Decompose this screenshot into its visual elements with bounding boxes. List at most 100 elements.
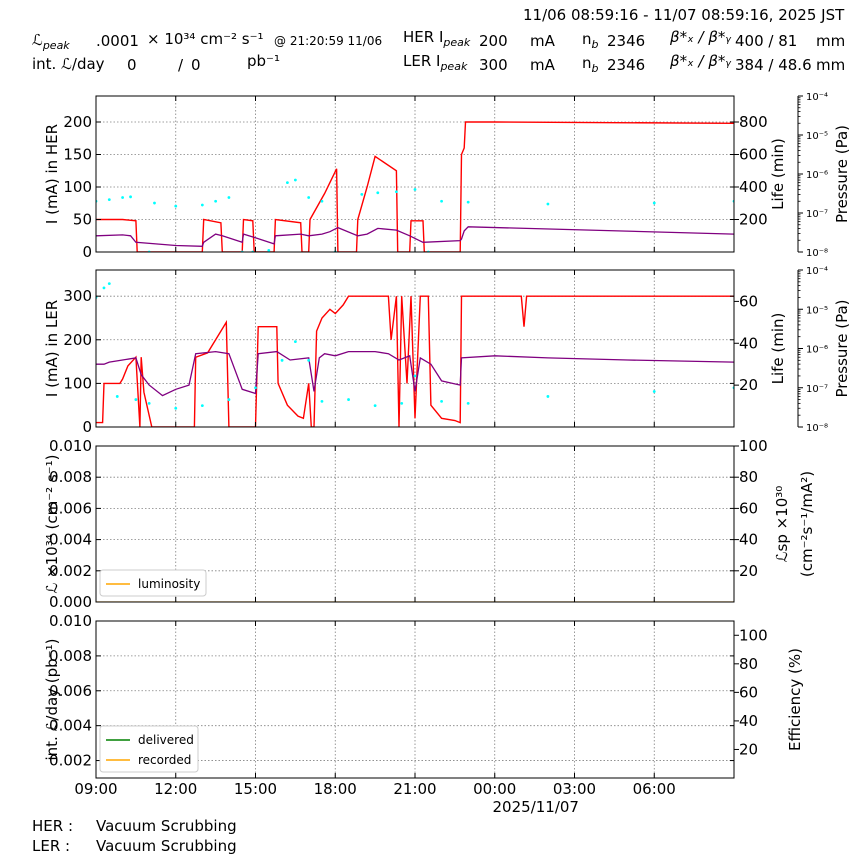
her-beta-value: 400 / 81	[735, 32, 798, 50]
int-lum-separator: /	[178, 56, 184, 74]
pressure-point	[320, 399, 324, 403]
pressure-point	[174, 204, 178, 208]
time-range: 11/06 08:59:16 - 11/07 08:59:16, 2025 JS…	[523, 6, 845, 24]
y-tick-label: 0.006	[49, 499, 92, 517]
y2-tick-label: 20	[739, 376, 758, 394]
ler-nb-text: n	[582, 54, 592, 72]
her-nb-value: 2346	[607, 32, 646, 50]
pressure-point	[373, 404, 377, 408]
pressure-point	[214, 199, 218, 203]
y-tick-label: 0.004	[49, 531, 92, 549]
ler-ipeak-label: LER Ipeak	[403, 52, 467, 73]
pressure-tick-label: 10⁻⁴	[806, 92, 828, 103]
y-tick-label: 50	[73, 211, 92, 229]
pressure-point	[147, 401, 151, 405]
x-tick-label: 18:00	[314, 780, 357, 798]
pressure-point	[307, 358, 311, 362]
pressure-point	[200, 404, 204, 408]
pressure-point	[293, 340, 297, 343]
ler-nb-label: nb	[582, 54, 599, 75]
pressure-point	[466, 401, 470, 405]
x-tick-label: 03:00	[553, 780, 596, 798]
y-tick-label: 0	[82, 243, 92, 261]
y2-tick-label: 200	[739, 211, 768, 229]
her-ipeak-sub: peak	[443, 36, 471, 49]
y-axis-label: ℒ ×10³⁴ (cm⁻² s⁻¹)	[43, 454, 61, 593]
ler-nb-sub: b	[591, 62, 599, 75]
y2-tick-label: 40	[739, 334, 758, 352]
ler-beta-unit: mm	[816, 56, 846, 74]
pressure-point	[376, 191, 380, 195]
pressure-point	[293, 178, 297, 182]
x-tick-label: 21:00	[393, 780, 436, 798]
lum-peak-symbol: ℒ	[32, 31, 43, 49]
int-lum-unit: pb⁻¹	[247, 52, 280, 70]
pressure-point	[227, 196, 231, 199]
ler-nb-value: 2346	[607, 56, 646, 74]
pressure-point	[200, 203, 204, 207]
y-tick-label: 0.010	[49, 612, 92, 630]
y2-tick-label: 40	[739, 531, 758, 549]
x-tick-label: 09:00	[74, 780, 117, 798]
pressure-point	[652, 390, 656, 393]
lum-peak-value: .0001	[96, 32, 139, 50]
pressure-tick-label: 10⁻⁷	[806, 384, 828, 395]
pressure-point	[254, 386, 257, 390]
pressure-point	[286, 181, 289, 185]
y-tick-label: 0.002	[49, 752, 92, 770]
y-tick-label: 300	[63, 287, 92, 305]
y2-axis-label: Life (min)	[769, 313, 787, 385]
pressure-tick-label: 10⁻⁵	[806, 305, 828, 316]
pressure-axis-label: Pressure (Pa)	[833, 125, 851, 223]
y2-tick-label: 60	[739, 499, 758, 517]
pressure-point	[466, 200, 470, 204]
her-nb-label: nb	[582, 30, 599, 51]
integrated-panel: 0.002 0.004 0.006 0.008 0.010 20 40 60 80 100 int.…	[43, 612, 804, 816]
y2-tick-label: 400	[739, 178, 768, 196]
pressure-point	[129, 195, 132, 199]
y-tick-label: 100	[63, 178, 92, 196]
her-status-label: HER :	[32, 817, 74, 835]
her-status-value: Vacuum Scrubbing	[96, 817, 237, 835]
her-nb-text: n	[582, 30, 592, 48]
pressure-point	[227, 398, 231, 401]
legend-label-delivered: delivered	[138, 733, 194, 747]
lifetime-line	[96, 226, 734, 247]
pressure-point	[400, 401, 404, 405]
pressure-tick-label: 10⁻⁴	[806, 266, 828, 277]
int-lum-recorded: 0	[191, 56, 201, 74]
ler-status-label: LER :	[32, 837, 71, 855]
y2-tick-label: 60	[739, 292, 758, 310]
pressure-point	[153, 201, 156, 205]
x-tick-label: 00:00	[473, 780, 516, 798]
x-tick-label: 06:00	[633, 780, 676, 798]
y-tick-label: 0.010	[49, 437, 92, 455]
y2-axis-label-unit: (cm⁻²s⁻¹/mA²)	[798, 471, 816, 577]
y-axis-label: int. ℒ/day (pb⁻¹)	[43, 639, 61, 761]
luminosity-panel: 0.000 0.002 0.004 0.006 0.008 0.010 20 40 60 80 10…	[43, 437, 816, 611]
pressure-point	[102, 286, 106, 290]
pressure-point	[413, 188, 417, 191]
legend-label-recorded: recorded	[138, 753, 191, 767]
y-tick-label: 0.002	[49, 562, 92, 580]
ler-status-value: Vacuum Scrubbing	[96, 837, 237, 855]
pressure-point	[546, 395, 550, 398]
y2-tick-label: 80	[739, 468, 758, 486]
y2-axis-label: Efficiency (%)	[786, 648, 804, 751]
ler-beta-label: β*ₓ / β*ᵧ	[670, 52, 731, 70]
her-ipeak-text: HER I	[403, 28, 444, 46]
pressure-point	[320, 199, 324, 203]
y-tick-label: 150	[63, 146, 92, 164]
pressure-axis-label: Pressure (Pa)	[833, 299, 851, 397]
y2-tick-label: 20	[739, 562, 758, 580]
x-date-label: 2025/11/07	[493, 798, 579, 816]
lifetime-line	[96, 350, 734, 397]
y2-tick-label: 20	[739, 740, 758, 758]
ler-ipeak-text: LER I	[403, 52, 441, 70]
pressure-point	[280, 358, 284, 362]
pressure-tick-label: 10⁻⁶	[806, 345, 828, 356]
y-axis-label: I (mA) in HER	[43, 124, 61, 224]
y2-tick-label: 80	[739, 655, 758, 673]
